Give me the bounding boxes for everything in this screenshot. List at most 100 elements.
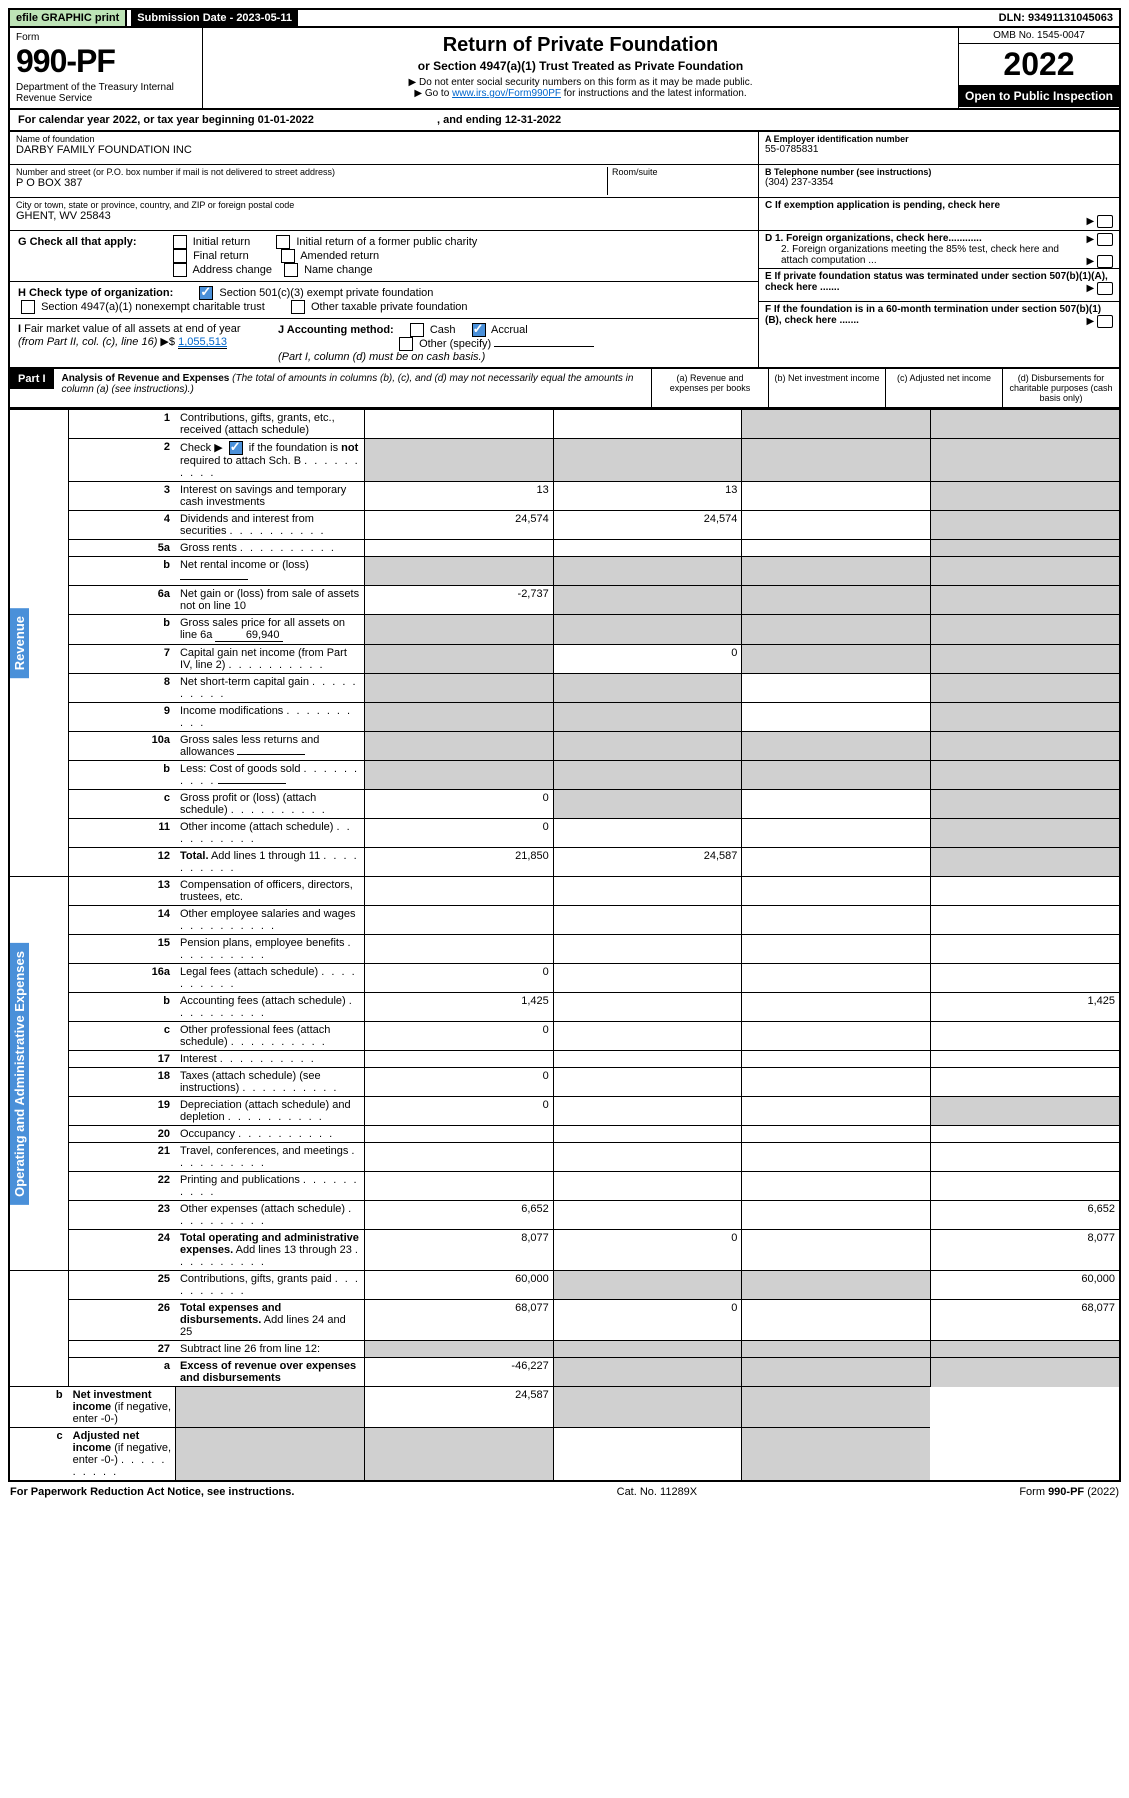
inline-amount	[218, 783, 286, 784]
f-checkbox[interactable]	[1097, 315, 1113, 328]
amount-cell	[553, 877, 742, 906]
h-opt-0: Section 501(c)(3) exempt private foundat…	[219, 287, 433, 299]
form-subtitle: or Section 4947(a)(1) Trust Treated as P…	[213, 59, 948, 73]
table-row: bNet rental income or (loss)	[9, 557, 1120, 586]
amount-cell: 24,574	[553, 511, 742, 540]
amount-cell	[742, 703, 931, 732]
line-number: 20	[69, 1126, 176, 1143]
form-number: 990-PF	[16, 43, 196, 80]
table-row: 8Net short-term capital gain	[9, 674, 1120, 703]
amount-cell	[742, 482, 931, 511]
final-return-checkbox[interactable]	[173, 249, 187, 263]
line-number: 16a	[69, 964, 176, 993]
amount-cell	[365, 703, 554, 732]
line-description: Contributions, gifts, grants paid	[176, 1271, 365, 1300]
city-label: City or town, state or province, country…	[16, 200, 752, 210]
cash-checkbox[interactable]	[410, 323, 424, 337]
j-cash: Cash	[430, 324, 456, 336]
amount-cell	[742, 819, 931, 848]
amount-cell	[553, 964, 742, 993]
line-description: Compensation of officers, directors, tru…	[176, 877, 365, 906]
initial-former-checkbox[interactable]	[276, 235, 290, 249]
amount-cell	[930, 540, 1120, 557]
amount-cell	[930, 1126, 1120, 1143]
line-description: Total expenses and disbursements. Add li…	[176, 1300, 365, 1341]
omb-number: OMB No. 1545-0047	[959, 28, 1119, 44]
amount-cell: 68,077	[930, 1300, 1120, 1341]
d2-label: 2. Foreign organizations meeting the 85%…	[781, 244, 1059, 266]
other-method-checkbox[interactable]	[399, 337, 413, 351]
table-row: cOther professional fees (attach schedul…	[9, 1022, 1120, 1051]
efile-print-button[interactable]: efile GRAPHIC print	[10, 10, 127, 26]
part1-header-row: Part I Analysis of Revenue and Expenses …	[8, 369, 1121, 409]
line-description: Interest on savings and temporary cash i…	[176, 482, 365, 511]
amount-cell: 68,077	[365, 1300, 554, 1341]
line-number: 14	[69, 906, 176, 935]
amount-cell	[930, 1068, 1120, 1097]
501c3-checkbox[interactable]	[199, 286, 213, 300]
4947-checkbox[interactable]	[21, 300, 35, 314]
c-checkbox[interactable]	[1097, 215, 1113, 228]
amount-cell: 21,850	[365, 848, 554, 877]
line-number: b	[69, 761, 176, 790]
amount-cell	[742, 732, 931, 761]
amount-cell	[742, 1097, 931, 1126]
amount-cell: 0	[365, 1068, 554, 1097]
amount-cell	[553, 993, 742, 1022]
room-label: Room/suite	[612, 167, 752, 177]
amount-cell	[742, 645, 931, 674]
open-public-badge: Open to Public Inspection	[959, 85, 1119, 107]
amount-cell: 0	[365, 964, 554, 993]
amount-cell	[742, 511, 931, 540]
address-change-checkbox[interactable]	[173, 263, 187, 277]
amount-cell	[553, 1271, 742, 1300]
amount-cell	[365, 410, 554, 439]
other-taxable-checkbox[interactable]	[291, 300, 305, 314]
footer-left: For Paperwork Reduction Act Notice, see …	[10, 1486, 294, 1498]
amount-cell	[365, 732, 554, 761]
irs-link[interactable]: www.irs.gov/Form990PF	[452, 88, 561, 99]
amount-cell: 0	[365, 1022, 554, 1051]
amount-cell	[742, 1358, 931, 1387]
amount-cell	[930, 819, 1120, 848]
e-checkbox[interactable]	[1097, 282, 1113, 295]
amount-cell: 24,574	[365, 511, 554, 540]
amount-cell	[365, 761, 554, 790]
schb-checkbox[interactable]	[229, 441, 243, 455]
line-number: 15	[69, 935, 176, 964]
table-row: 22Printing and publications	[9, 1172, 1120, 1201]
amount-cell	[742, 993, 931, 1022]
line-description: Net gain or (loss) from sale of assets n…	[176, 586, 365, 615]
accrual-checkbox[interactable]	[472, 323, 486, 337]
amount-cell	[742, 540, 931, 557]
initial-return-checkbox[interactable]	[173, 235, 187, 249]
amount-cell	[365, 1143, 554, 1172]
h-opt-1: Section 4947(a)(1) nonexempt charitable …	[41, 301, 265, 313]
g-opt-1: Initial return of a former public charit…	[296, 236, 477, 248]
cal-end: , and ending 12-31-2022	[437, 114, 561, 126]
table-row: 12Total. Add lines 1 through 11 21,85024…	[9, 848, 1120, 877]
amount-cell	[742, 1300, 931, 1341]
line-description: Other employee salaries and wages	[176, 906, 365, 935]
amount-cell	[553, 410, 742, 439]
amount-cell	[365, 645, 554, 674]
amended-checkbox[interactable]	[281, 249, 295, 263]
line-number: 9	[69, 703, 176, 732]
line-description: Subtract line 26 from line 12:	[176, 1341, 365, 1358]
table-row: 15Pension plans, employee benefits	[9, 935, 1120, 964]
amount-cell	[930, 645, 1120, 674]
city-cell: City or town, state or province, country…	[10, 197, 758, 230]
col-a-head: (a) Revenue and expenses per books	[651, 369, 768, 407]
d2-checkbox[interactable]	[1097, 255, 1113, 268]
entity-info: Name of foundation DARBY FAMILY FOUNDATI…	[8, 132, 1121, 369]
d1-checkbox[interactable]	[1097, 233, 1113, 246]
amount-cell	[930, 511, 1120, 540]
form-header: Form 990-PF Department of the Treasury I…	[8, 28, 1121, 110]
amount-cell	[930, 703, 1120, 732]
amount-cell	[176, 1387, 365, 1428]
name-change-checkbox[interactable]	[284, 263, 298, 277]
fmv-value[interactable]: 1,055,513	[178, 336, 227, 349]
line-description: Legal fees (attach schedule)	[176, 964, 365, 993]
tax-year: 2022	[959, 44, 1119, 85]
amount-cell	[930, 586, 1120, 615]
